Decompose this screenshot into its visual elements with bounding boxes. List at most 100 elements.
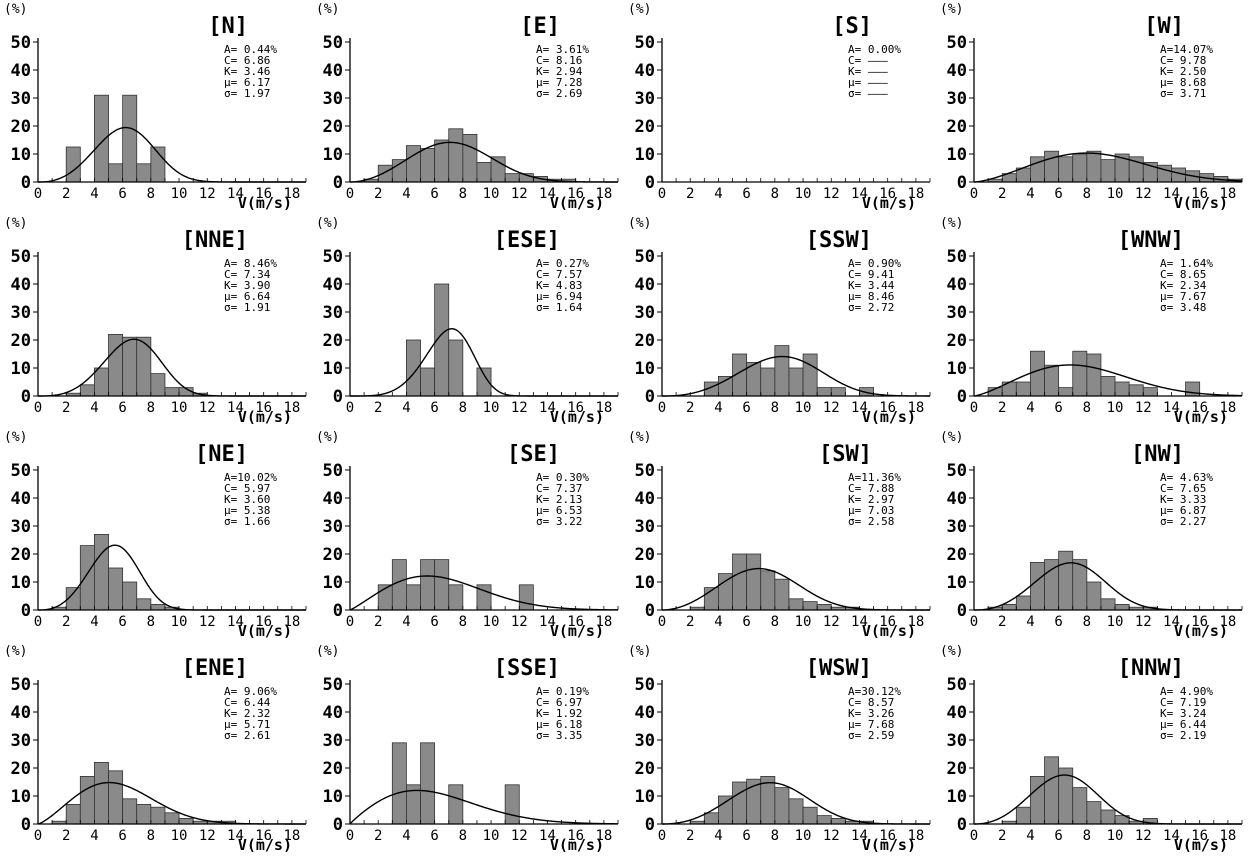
histogram-bar [150,603,166,611]
weibull-stats: A=10.02% C= 5.97 K= 3.60 μ= 5.38 σ= 1.66 [224,472,277,527]
x-tick-label: 16 [255,400,272,416]
y-tick-label: 50 [947,675,967,695]
histogram-bar [406,584,421,611]
histogram-bar [732,553,748,611]
x-tick-label: 10 [795,828,812,844]
weibull-stats: A= 9.06% C= 6.44 K= 2.32 μ= 5.71 σ= 2.61 [224,686,277,741]
x-axis-title: V(m/s) [861,408,916,426]
direction-title: [E] [520,14,560,39]
y-tick-label: 20 [11,117,31,137]
histogram-svg: 0 10 20 30 40 50 0 2 4 6 8 10 12 14 16 18 [635,247,931,416]
histogram-panel: 0 10 20 30 40 50 0 2 4 6 8 10 12 14 16 18 (%) [NNE] A= 8.4… [0,214,312,426]
y-unit-label: (%) [316,216,340,231]
y-tick-label: 30 [947,89,967,109]
stat-mu: μ= 5.38 [224,504,271,517]
stat-K: K= 3.60 [224,493,271,506]
stat-C: C= 8.65 [1160,268,1207,281]
histogram-svg: 0 10 20 30 40 50 0 2 4 6 8 10 12 14 16 18 [635,33,931,202]
histogram-bar [1058,387,1074,397]
y-tick-label: 30 [323,731,343,751]
histogram-bar [816,603,832,611]
histogram-bar [108,334,124,397]
histogram-svg: 0 10 20 30 40 50 0 2 4 6 8 10 12 14 16 18 [11,675,307,844]
direction-title: [SSE] [493,656,560,681]
x-tick-label: 12 [511,614,528,630]
x-tick-label: 12 [823,828,840,844]
weibull-stats: A=14.07% C= 9.78 K= 2.50 μ= 8.68 σ= 3.71 [1160,44,1213,99]
stat-K: K= 2.97 [848,493,895,506]
x-tick-label: 10 [795,614,812,630]
y-tick-label: 20 [635,117,655,137]
y-tick-label: 20 [323,117,343,137]
direction-title: [NNW] [1117,656,1184,681]
histogram-bar [802,601,818,611]
histogram-bar [448,784,464,825]
y-tick-label: 20 [323,545,343,565]
y-tick-label: 10 [323,359,343,379]
histogram-bar [136,803,152,825]
x-tick-label: 6 [742,400,750,416]
weibull-stats: A= 8.46% C= 7.34 K= 3.90 μ= 6.64 σ= 1.91 [224,258,277,313]
weibull-stats: A= 0.27% C= 7.57 K= 4.83 μ= 6.94 σ= 1.64 [536,258,589,313]
x-tick-label: 6 [430,828,438,844]
histogram-bar [420,367,436,397]
direction-title: [ENE] [181,656,248,681]
x-tick-label: 18 [907,400,924,416]
histogram-bar [1058,156,1074,183]
x-tick-label: 12 [823,614,840,630]
y-tick-label: 50 [11,675,31,695]
y-tick-label: 20 [635,545,655,565]
y-unit-label: (%) [4,2,28,17]
y-tick-label: 50 [11,33,31,53]
weibull-stats: A= 3.61% C= 8.16 K= 2.94 μ= 7.28 σ= 2.69 [536,44,589,99]
y-tick-label: 50 [635,675,655,695]
direction-title: [SW] [819,442,872,467]
x-tick-label: 14 [1163,400,1180,416]
stat-sigma: σ= 1.97 [224,87,271,100]
stat-C: C= 8.16 [536,54,583,67]
x-tick-label: 10 [483,828,500,844]
x-tick-label: 10 [795,400,812,416]
y-tick-label: 40 [323,489,343,509]
y-tick-label: 40 [635,275,655,295]
x-axis-title: V(m/s) [1173,836,1228,854]
x-tick-label: 18 [283,400,300,416]
y-tick-label: 0 [21,815,31,835]
histogram-bar [79,384,95,397]
y-tick-label: 10 [635,787,655,807]
histogram-bar [108,567,124,611]
x-axis-title: V(m/s) [1173,194,1228,212]
x-tick-label: 4 [90,828,98,844]
histogram-bar [816,815,832,825]
y-tick-label: 0 [645,815,655,835]
x-tick-label: 12 [1135,828,1152,844]
histogram-bar [774,578,790,611]
histogram-bar [420,147,436,183]
histogram-panel: 0 10 20 30 40 50 0 2 4 6 8 10 12 14 16 18 (%) [E] A= 3.61%… [312,0,624,212]
x-tick-label: 18 [907,186,924,202]
x-axis-title: V(m/s) [237,194,292,212]
x-tick-label: 2 [374,614,382,630]
y-tick-label: 0 [957,815,967,835]
x-tick-label: 6 [430,186,438,202]
stat-K: K= 3.46 [224,65,271,78]
x-tick-label: 4 [714,614,722,630]
x-tick-label: 6 [742,186,750,202]
stat-mu: μ= 7.68 [848,718,895,731]
y-tick-label: 10 [11,145,31,165]
y-tick-label: 10 [323,573,343,593]
y-tick-label: 20 [323,759,343,779]
histogram-bar [79,775,95,825]
x-tick-label: 2 [374,828,382,844]
x-tick-label: 10 [483,186,500,202]
stat-mu: μ= 5.71 [224,718,271,731]
weibull-curve [973,152,1243,183]
x-tick-label: 2 [686,828,694,844]
y-tick-label: 50 [947,461,967,481]
x-tick-label: 6 [430,614,438,630]
weibull-stats: A=30.12% C= 8.57 K= 3.26 μ= 7.68 σ= 2.59 [848,686,901,741]
histogram-bar [1044,364,1060,397]
stat-C: C= 8.57 [848,696,895,709]
x-tick-label: 2 [62,828,70,844]
x-tick-label: 2 [686,400,694,416]
